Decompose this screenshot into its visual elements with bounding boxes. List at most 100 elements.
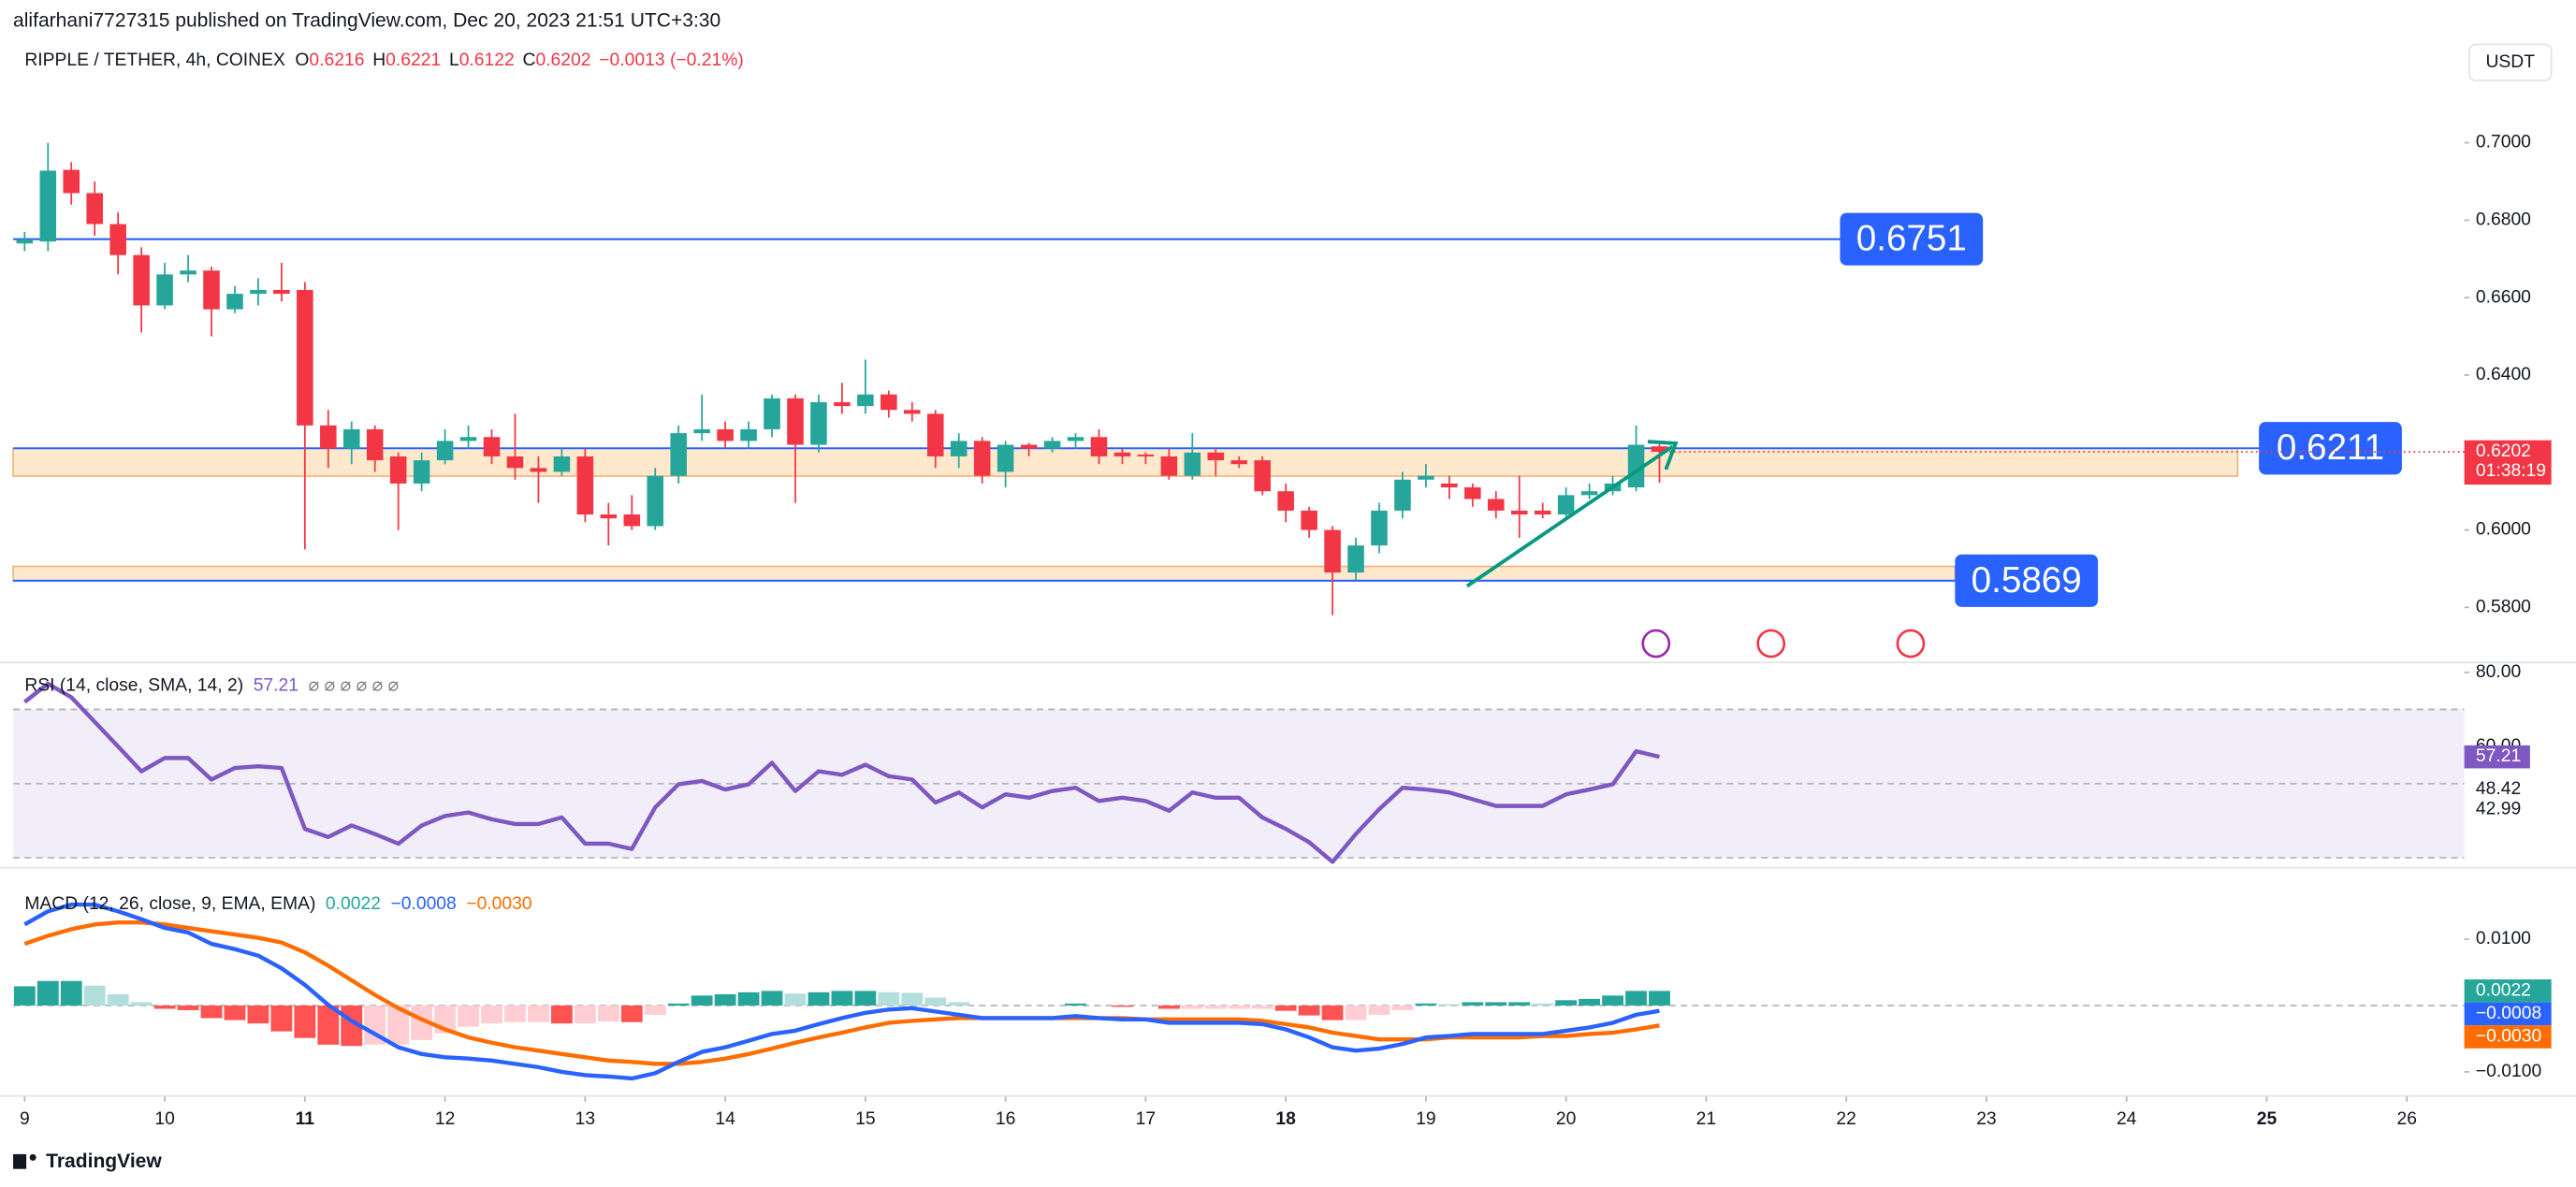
level-label-box [1955,554,2099,607]
candle-body [1347,545,1364,573]
candle-body [1020,444,1038,449]
macd-histogram-bar [387,1005,410,1045]
x-tick-label: 20 [1556,1109,1576,1129]
x-tick-label: 24 [2117,1109,2137,1129]
candle-body [740,428,757,442]
macd-histogram-bar [831,991,853,1006]
candle-body [1441,483,1458,488]
candle-body [342,428,360,449]
x-tick-label: 12 [435,1109,455,1129]
trend-arrow [1465,440,1679,588]
macd-histogram-bar [691,995,713,1006]
currency-label[interactable]: USDT [2486,52,2536,72]
currency-button[interactable] [2467,43,2553,81]
signal-line [23,920,1660,1066]
candle-body [1254,460,1271,492]
candle-body [436,441,454,461]
macd-value-box [2464,1025,2552,1049]
candle-body [156,274,173,306]
support-zone [12,447,2239,477]
macd-histogram-bar [13,986,36,1006]
macd-value: −0.0008 [390,894,456,914]
macd-histogram-bar [504,1005,526,1022]
candle-body [1627,444,1645,488]
macd-histogram-bar [1204,1005,1227,1009]
logo-mark [29,1153,36,1161]
macd-histogram-bar [1157,1005,1180,1009]
candle-body [1394,479,1411,511]
macd-histogram-bar [714,993,736,1006]
candle-body [717,428,734,442]
macd-histogram-bar [528,1005,549,1022]
x-tick-label: 25 [2257,1109,2278,1129]
macd-histogram-bar [294,1005,316,1038]
macd-histogram-bar [458,1005,479,1027]
macd-histogram-bar [1438,1004,1461,1006]
publisher-line: alifarhani7727315 published on TradingVi… [13,9,720,31]
macd-histogram-bar [200,1005,223,1019]
candle-body [250,289,267,295]
candle-body [1557,495,1575,515]
candle-body [1230,460,1248,465]
macd-histogram-bar [1508,1002,1531,1006]
event-icon[interactable] [1756,629,1786,659]
last-price-label: 0.6202 [2476,442,2531,461]
macd-histogram-bar [854,991,877,1006]
candle-body [693,428,710,434]
x-tick-label: 18 [1275,1109,1296,1129]
candle-body [973,441,991,476]
rsi-value-label: 57.21 [2476,746,2521,766]
macd-value-label: 0.0022 [2476,980,2531,1000]
macd-histogram-bar [1368,1005,1390,1015]
y-tick-label: 0.7000 [2476,133,2531,152]
event-icon[interactable] [1641,629,1671,659]
ohlc-key: O [295,51,309,70]
rsi-axis-label: 48.42 [2476,779,2521,799]
candle-body [483,437,501,456]
event-icons [1641,629,1926,659]
y-tick-label: 0.6800 [2476,210,2531,230]
candle-body [1580,491,1598,496]
candle-body [273,289,290,295]
ohlc-value: 0.6221 [386,51,441,70]
candle-body [320,425,337,449]
macd-histogram-bar [878,992,900,1006]
x-tick-label: 22 [1836,1109,1856,1129]
candle-body [459,437,477,442]
candle-body [297,289,313,426]
macd-histogram-bar [1555,1000,1578,1006]
candle-body [109,224,126,255]
rsi-title: RSI (14, close, SMA, 14, 2) [24,676,243,696]
support-zone [12,565,1957,582]
symbol-legend: RIPPLE / TETHER, 4h, COINEX O0.6216 H0.622… [24,51,743,70]
macd-title: MACD (12, 26, close, 9, EMA, EMA) [24,894,315,914]
macd-histogram-bar [83,985,106,1006]
macd-histogram-bar [411,1005,433,1040]
macd-histogram-bar [1274,1005,1297,1011]
macd-histogram-bar [901,992,924,1006]
x-tick-label: 11 [296,1109,315,1129]
macd-histogram-bar [948,1002,970,1006]
macd-histogram-bar [36,980,59,1006]
macd-histogram-bar [1228,1005,1250,1009]
event-icon[interactable] [1896,629,1926,659]
macd-histogram-bar [1485,1002,1507,1006]
candle-body [926,413,944,456]
rsi-legend: RSI (14, close, SMA, 14, 2) 57.21 ⌀ ⌀ ⌀ ⌀ … [24,676,399,696]
macd-histogram-bar [481,1005,502,1024]
macd-histogram-bar [270,1005,293,1032]
macd-histogram-bar [247,1005,269,1024]
candle-body [553,456,571,472]
macd-y-tick-label: −0.0100 [2476,1062,2541,1081]
candle-body [530,468,547,472]
macd-histogram-bar [317,1005,340,1045]
candle-body [1184,452,1201,476]
rsi-value: 57.21 [254,676,298,696]
signal-value: −0.0030 [466,894,531,914]
macd-value-label: −0.0008 [2476,1004,2541,1023]
candle-body [857,394,874,407]
macd-histogram-bar [107,993,129,1006]
macd-histogram-bar [153,1005,176,1009]
level-label-box [2259,422,2402,475]
